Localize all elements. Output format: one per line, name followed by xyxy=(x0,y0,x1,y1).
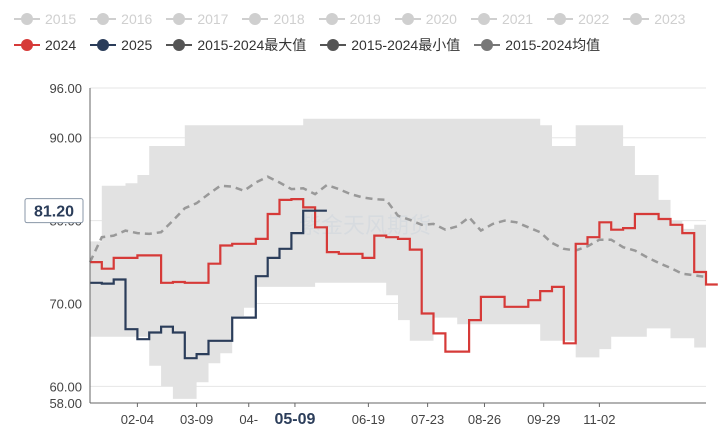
min-max-band xyxy=(90,118,706,399)
x-tick-label: 07-23 xyxy=(411,412,444,427)
legend-item[interactable]: 2020 xyxy=(394,10,457,28)
legend-item[interactable]: 2015-2024均值 xyxy=(474,36,600,54)
legend-swatch-icon xyxy=(320,38,347,52)
y-tick-label: 90.00 xyxy=(49,131,82,146)
x-tick-label: 03-09 xyxy=(180,412,213,427)
legend-item[interactable]: 2018 xyxy=(242,10,305,28)
legend-item[interactable]: 2021 xyxy=(470,10,534,28)
legend-item[interactable]: 2015-2024最大值 xyxy=(166,36,306,54)
legend-swatch-icon xyxy=(623,12,650,26)
legend-label: 2021 xyxy=(501,11,534,27)
legend-swatch-icon xyxy=(90,38,117,52)
series-line xyxy=(90,198,718,353)
legend-swatch-icon xyxy=(166,12,193,26)
legend-label: 2020 xyxy=(425,11,457,27)
legend-label: 2015-2024最小值 xyxy=(351,37,461,53)
series-2015-2024均值 xyxy=(88,175,707,279)
x-tick-label: 06-19 xyxy=(352,412,385,427)
legend-swatch-icon xyxy=(14,38,40,52)
legend-label: 2017 xyxy=(197,11,229,27)
legend-label: 2025 xyxy=(121,37,153,53)
legend-item[interactable]: 2022 xyxy=(547,10,609,28)
legend-label: 2023 xyxy=(654,11,686,27)
legend-swatch-icon xyxy=(14,12,40,26)
legend-item[interactable]: 2017 xyxy=(166,10,228,28)
legend-swatch-icon xyxy=(394,12,421,26)
legend-label: 2015-2024最大值 xyxy=(197,37,307,53)
legend-swatch-icon xyxy=(90,12,117,26)
legend-item[interactable]: 2023 xyxy=(623,10,685,28)
y-tick-label: 60.00 xyxy=(49,379,82,394)
legend-swatch-icon xyxy=(470,12,497,26)
x-tick-label: 05-09 xyxy=(274,411,315,428)
y-tick-label: 70.00 xyxy=(49,297,82,312)
legend-item[interactable]: 2016 xyxy=(90,10,152,28)
legend-item[interactable]: 2025 xyxy=(90,36,152,54)
x-tick-label: 02-04 xyxy=(121,412,154,427)
x-tick-label: 09-29 xyxy=(527,412,560,427)
x-tick-label: 08-26 xyxy=(468,412,501,427)
y-marker-label: 81.20 xyxy=(34,204,74,221)
x-tick-label: 04- xyxy=(239,412,258,427)
legend-label: 2018 xyxy=(273,11,305,27)
legend-item[interactable]: 2019 xyxy=(318,10,381,28)
legend-label: 2015-2024均值 xyxy=(505,37,601,53)
legend-swatch-icon xyxy=(166,38,193,52)
legend-label: 2024 xyxy=(45,37,77,53)
legend-label: 2019 xyxy=(349,11,381,27)
series-2025 xyxy=(90,209,327,360)
legend-swatch-icon xyxy=(474,38,501,52)
legend-item[interactable]: 2024 xyxy=(14,36,76,54)
legend-label: 2016 xyxy=(121,11,153,27)
series-2024 xyxy=(90,198,718,353)
legend-label: 2022 xyxy=(578,11,610,27)
legend-label: 2015 xyxy=(45,11,77,27)
y-tick-label: 58.00 xyxy=(49,396,82,411)
series-line xyxy=(88,175,707,279)
legend-swatch-icon xyxy=(318,12,345,26)
series-line xyxy=(90,209,327,360)
legend-item[interactable]: 2015-2024最小值 xyxy=(320,36,460,54)
legend-item[interactable]: 2015 xyxy=(14,10,76,28)
legend-swatch-icon xyxy=(242,12,269,26)
x-tick-label: 11-02 xyxy=(583,412,615,427)
y-tick-label: 96.00 xyxy=(49,81,82,96)
legend: 2015 2016 2017 2018 2019 2020 2021 2022 2023 2024… xyxy=(14,10,714,54)
y-marker-box xyxy=(24,198,84,224)
watermark: 紫金天风期货 xyxy=(299,213,431,238)
legend-swatch-icon xyxy=(547,12,574,26)
